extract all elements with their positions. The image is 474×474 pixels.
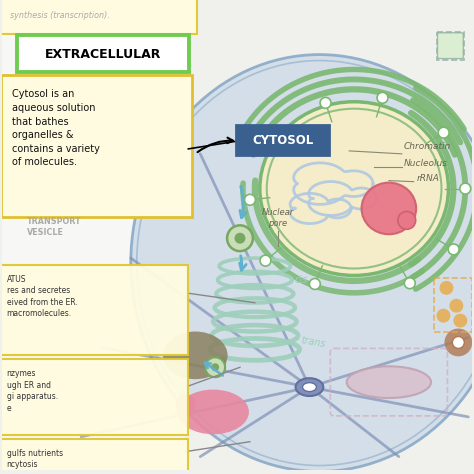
Text: Cytosol is an
aqueous solution
that bathes
organelles &
contains a variety
of mo: Cytosol is an aqueous solution that bath… bbox=[12, 89, 100, 167]
Ellipse shape bbox=[296, 378, 323, 396]
Circle shape bbox=[214, 357, 226, 369]
Circle shape bbox=[437, 309, 450, 323]
Text: TRANSPORT
VESICLE: TRANSPORT VESICLE bbox=[27, 217, 81, 237]
Ellipse shape bbox=[260, 102, 448, 275]
FancyBboxPatch shape bbox=[0, 0, 197, 34]
Circle shape bbox=[310, 279, 320, 290]
FancyBboxPatch shape bbox=[438, 33, 463, 59]
Text: nzymes
ugh ER and
gi apparatus.
e: nzymes ugh ER and gi apparatus. e bbox=[7, 369, 58, 412]
Text: ATUS
res and secretes
eived from the ER.
macromolecules.: ATUS res and secretes eived from the ER.… bbox=[7, 275, 77, 319]
Circle shape bbox=[211, 363, 219, 371]
Circle shape bbox=[245, 194, 255, 205]
Ellipse shape bbox=[177, 390, 249, 434]
Ellipse shape bbox=[131, 55, 474, 472]
Text: Nuclear
pore: Nuclear pore bbox=[262, 208, 294, 228]
Circle shape bbox=[460, 183, 471, 194]
Circle shape bbox=[452, 337, 465, 348]
Circle shape bbox=[448, 244, 459, 255]
FancyBboxPatch shape bbox=[0, 359, 188, 435]
Ellipse shape bbox=[302, 383, 317, 392]
Circle shape bbox=[320, 97, 331, 108]
Text: synthesis (transcription).: synthesis (transcription). bbox=[9, 11, 109, 20]
Ellipse shape bbox=[346, 366, 431, 398]
Text: Nucleolus: Nucleolus bbox=[404, 159, 448, 168]
Circle shape bbox=[235, 233, 246, 244]
Text: Chromatin: Chromatin bbox=[404, 142, 451, 151]
Circle shape bbox=[377, 92, 388, 103]
Circle shape bbox=[260, 255, 271, 266]
Text: gulfs nutrients
ncytosis: gulfs nutrients ncytosis bbox=[7, 449, 63, 469]
Circle shape bbox=[454, 314, 467, 328]
Ellipse shape bbox=[163, 331, 228, 379]
Bar bbox=[2, 0, 185, 471]
Circle shape bbox=[404, 278, 415, 289]
Circle shape bbox=[269, 132, 280, 143]
Circle shape bbox=[438, 127, 449, 138]
FancyBboxPatch shape bbox=[1, 75, 192, 218]
Circle shape bbox=[445, 328, 472, 356]
FancyBboxPatch shape bbox=[0, 265, 188, 356]
Circle shape bbox=[439, 281, 454, 295]
Circle shape bbox=[205, 357, 225, 377]
Circle shape bbox=[449, 299, 463, 313]
Text: rRNA: rRNA bbox=[417, 174, 439, 183]
FancyBboxPatch shape bbox=[236, 125, 329, 155]
Text: cis: cis bbox=[294, 275, 308, 285]
Circle shape bbox=[398, 211, 416, 229]
Text: EXTRACELLULAR: EXTRACELLULAR bbox=[45, 48, 161, 61]
Circle shape bbox=[175, 394, 195, 414]
Circle shape bbox=[227, 225, 253, 251]
Ellipse shape bbox=[362, 182, 416, 234]
FancyBboxPatch shape bbox=[17, 35, 189, 73]
Text: trans: trans bbox=[300, 335, 326, 349]
FancyBboxPatch shape bbox=[0, 439, 188, 474]
Text: CYTOSOL: CYTOSOL bbox=[252, 135, 313, 147]
